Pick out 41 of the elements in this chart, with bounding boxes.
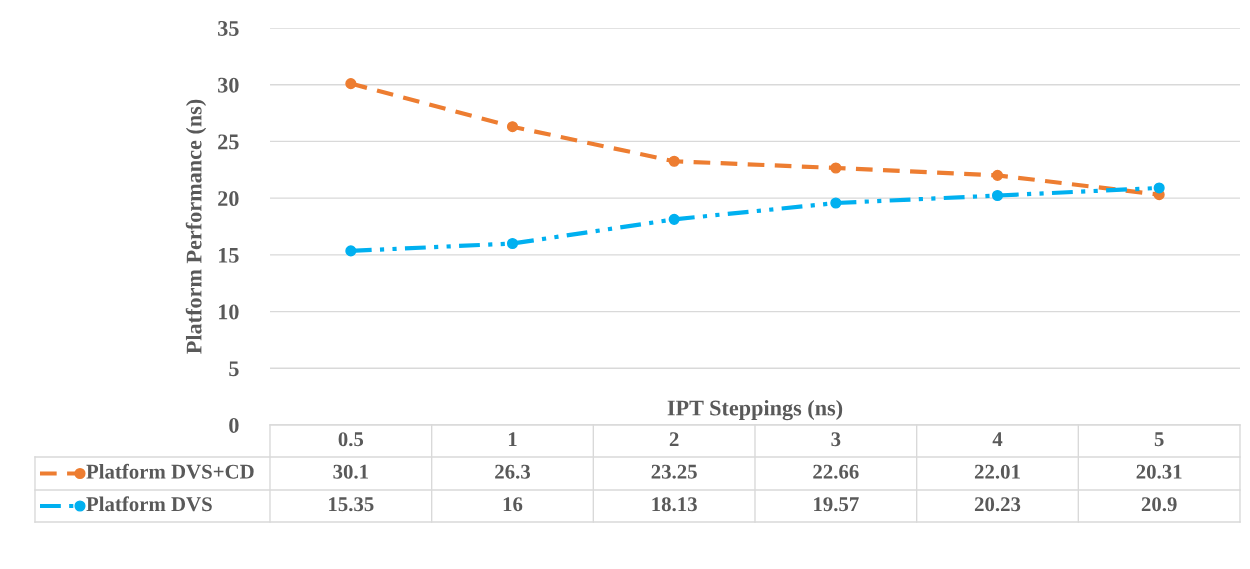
x-axis-title: IPT Steppings (ns) [667,399,843,421]
data-label: 18.13 [652,497,697,512]
y-tick-label: 5 [229,361,239,377]
data-label: 20.23 [974,497,1021,512]
point [991,169,1004,181]
data-label: 20.9 [1141,497,1177,512]
point [506,121,519,133]
x-tick-label: 1 [508,432,517,447]
point [345,245,357,257]
data-label: 30.1 [333,464,368,479]
x-tick-label: 3 [831,432,841,447]
data-label: 20.31 [1136,464,1182,479]
point [668,155,680,167]
x-tick-label: 2 [669,432,679,447]
legend-label: Platform DVS [86,496,212,512]
data-label: 22.66 [813,464,859,479]
point [345,78,357,90]
y-tick-label: 10 [219,304,239,320]
y-tick-label: 20 [218,191,239,207]
point [991,189,1004,202]
y-tick-label: 15 [219,247,239,263]
data-label: 19.57 [814,497,859,512]
x-tick-label: 0.5 [338,432,364,447]
y-tick-label: 35 [218,20,239,36]
legend-label: Platform DVS+CD [86,463,254,479]
x-tick-label: 5 [1154,432,1164,447]
data-label: 16 [503,497,523,512]
data-label: 22.01 [974,464,1020,479]
y-tick-label: 25 [218,134,239,150]
point [830,162,842,174]
y-axis-title: Platform Performance (ns) [185,99,207,354]
x-tick-label: 4 [992,432,1003,447]
point [1153,182,1165,194]
point [668,213,680,225]
data-label: 15.35 [329,497,374,512]
y-tick-label: 0 [229,417,239,433]
data-label: 26.3 [495,464,531,479]
point [830,197,842,209]
point [506,237,519,250]
y-tick-label: 30 [218,77,239,93]
data-label: 23.25 [651,464,697,479]
